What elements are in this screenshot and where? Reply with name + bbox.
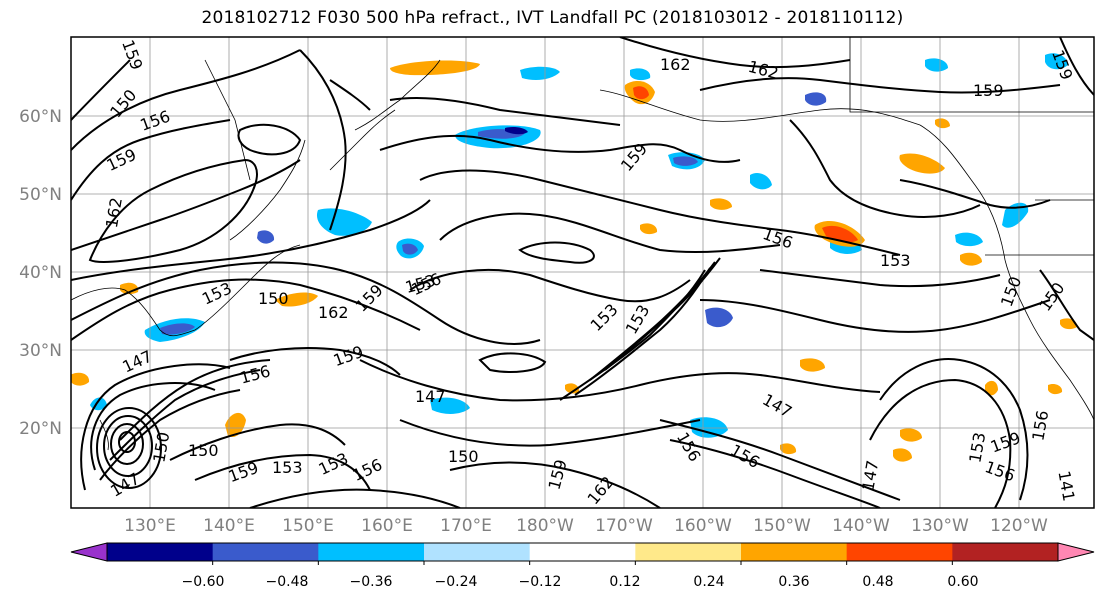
lon-label: 170°E	[440, 516, 492, 536]
colorbar-extend-high	[1057, 542, 1095, 562]
colorbar-segment	[318, 543, 425, 561]
colorbar-tick-label: −0.12	[519, 574, 562, 590]
colorbar-tick-label: −0.48	[266, 574, 309, 590]
longitude-labels: 130°E 140°E 150°E 160°E 170°E 180°W 170°…	[124, 516, 1048, 536]
typhoon-rings	[80, 363, 231, 491]
latitude-labels: 60°N 50°N 40°N 30°N 20°N	[19, 107, 62, 439]
lat-label: 50°N	[19, 185, 62, 205]
lat-label: 30°N	[19, 341, 62, 361]
colorbar-segment	[212, 543, 319, 561]
colorbar-segment	[529, 543, 636, 561]
colorbar-segment	[952, 543, 1059, 561]
colorbar-tick-label: −0.60	[182, 574, 225, 590]
contour-label: 150	[448, 447, 479, 466]
lon-label: 150°W	[753, 516, 811, 536]
contour-label: 147	[415, 387, 446, 406]
contour-label: 162	[318, 303, 349, 322]
lat-label: 40°N	[19, 263, 62, 283]
colorbar-tick-label: 0.60	[947, 574, 978, 590]
colorbar-segment	[635, 543, 742, 561]
lon-label: 150°E	[282, 516, 334, 536]
map-area: 159 150 156 159 162 153 150 162 159 147 …	[71, 37, 1094, 508]
colorbar-tick-label: −0.36	[350, 574, 393, 590]
contour-label: 153	[272, 458, 303, 477]
colorbar-segment	[107, 543, 214, 561]
colorbar-segment	[741, 543, 848, 561]
colorbar-segment	[424, 543, 531, 561]
lon-label: 180°W	[516, 516, 574, 536]
contour-label: 150	[188, 441, 219, 460]
lon-label: 120°W	[990, 516, 1048, 536]
colorbar-tick-label: 0.12	[609, 574, 640, 590]
colorbar	[70, 542, 1095, 565]
lon-label: 160°E	[361, 516, 413, 536]
map-frame	[70, 36, 1095, 509]
colorbar-outline	[106, 542, 1059, 562]
lon-label: 170°W	[595, 516, 653, 536]
map-title: 2018102712 F030 500 hPa refract., IVT La…	[201, 8, 904, 28]
lon-label: 140°W	[832, 516, 890, 536]
colorbar-extend-low	[70, 542, 108, 562]
colorbar-segment	[846, 543, 953, 561]
contour-label: 159	[973, 81, 1004, 100]
colorbar-tick-label: 0.48	[862, 574, 893, 590]
ivt-shading	[71, 53, 1078, 462]
lat-label: 20°N	[19, 419, 62, 439]
refractivity-contours	[71, 37, 1094, 508]
colorbar-tick-label: −0.24	[435, 574, 478, 590]
lon-label: 140°E	[203, 516, 255, 536]
contour-label: 162	[660, 55, 691, 74]
contour-label: 153	[880, 251, 911, 270]
lon-label: 160°W	[674, 516, 732, 536]
colorbar-tick-labels: −0.60 −0.48 −0.36 −0.24 −0.12 0.12 0.24 …	[182, 574, 979, 590]
lon-label: 130°E	[124, 516, 176, 536]
lat-label: 60°N	[19, 107, 62, 127]
colorbar-tick-label: 0.36	[778, 574, 809, 590]
colorbar-tick-label: 0.24	[693, 574, 724, 590]
contour-label: 150	[258, 289, 289, 308]
lon-label: 130°W	[911, 516, 969, 536]
